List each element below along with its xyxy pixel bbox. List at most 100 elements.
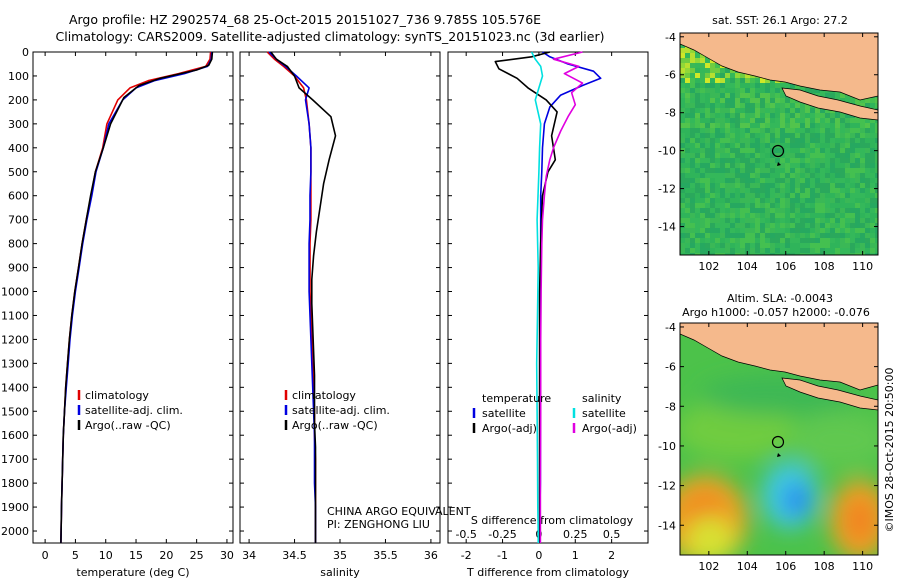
sst-pixel (785, 248, 790, 253)
sst-pixel (860, 133, 865, 138)
sst-pixel (740, 253, 745, 255)
sst-pixel (775, 238, 780, 243)
depth-tick-label: 1200 (1, 333, 29, 346)
sst-pixel (725, 68, 730, 73)
sst-pixel (765, 193, 770, 198)
sst-pixel (720, 138, 725, 143)
salinity-xtick-label: 35 (333, 549, 347, 562)
sst-pixel (715, 128, 720, 133)
sst-pixel (745, 158, 750, 163)
sst-pixel (730, 223, 735, 228)
sst-pixel (690, 223, 695, 228)
sst-pixel (815, 248, 820, 253)
sst-pixel (705, 218, 710, 223)
sst-pixel (700, 243, 705, 248)
sst-pixel (870, 253, 875, 255)
sst-pixel (760, 123, 765, 128)
sst-pixel (710, 193, 715, 198)
sst-pixel (825, 173, 830, 178)
sst-pixel (720, 223, 725, 228)
sst-pixel (765, 138, 770, 143)
sst-pixel (795, 123, 800, 128)
sst-pixel (720, 68, 725, 73)
sst-pixel (765, 128, 770, 133)
sst-pixel (760, 103, 765, 108)
sst-pixel (690, 228, 695, 233)
sst-pixel (845, 188, 850, 193)
sst-pixel (790, 168, 795, 173)
sst-pixel (770, 203, 775, 208)
sst-pixel (820, 243, 825, 248)
sst-pixel (810, 113, 815, 118)
sst-pixel (680, 53, 685, 58)
sst-pixel (815, 128, 820, 133)
difference-profile-panel: -2 -1 0 1 2 T difference from climatology -0.5… (447, 51, 649, 579)
sst-pixel (800, 208, 805, 213)
sst-pixel (825, 178, 830, 183)
sst-pixel (750, 98, 755, 103)
sst-pixel (800, 238, 805, 243)
sst-pixel (750, 213, 755, 218)
sst-pixel (855, 223, 860, 228)
sst-pixel (825, 213, 830, 218)
sst-pixel (810, 233, 815, 238)
sst-pixel (810, 178, 815, 183)
sst-pixel (730, 148, 735, 153)
sst-pixel (730, 218, 735, 223)
sst-pixel (860, 228, 865, 233)
sst-pixel (690, 128, 695, 133)
sst-pixel (795, 193, 800, 198)
sst-pixel (680, 78, 685, 83)
sst-pixel (865, 223, 870, 228)
sst-pixel (690, 188, 695, 193)
sst-pixel (720, 208, 725, 213)
sst-pixel (690, 253, 695, 255)
sst-pixel (685, 198, 690, 203)
sst-pixel (830, 163, 835, 168)
sst-pixel (700, 98, 705, 103)
sst-pixel (790, 123, 795, 128)
sst-pixel (700, 203, 705, 208)
sst-pixel (725, 188, 730, 193)
sst-pixel (840, 148, 845, 153)
sst-map-argo-track (777, 162, 781, 166)
sst-pixel (765, 118, 770, 123)
sst-pixel (860, 183, 865, 188)
sst-pixel (765, 248, 770, 253)
depth-tick-label: 1500 (1, 405, 29, 418)
sst-pixel (735, 178, 740, 183)
sst-pixel (850, 168, 855, 173)
sst-pixel (740, 218, 745, 223)
sst-pixel (745, 148, 750, 153)
sst-pixel (775, 118, 780, 123)
sst-pixel (805, 148, 810, 153)
sst-pixel (680, 178, 685, 183)
sst-pixel (845, 153, 850, 158)
sst-pixel (745, 173, 750, 178)
sst-pixel (850, 218, 855, 223)
sst-pixel (695, 123, 700, 128)
sst-pixel (745, 183, 750, 188)
sst-pixel (720, 163, 725, 168)
sst-pixel (795, 173, 800, 178)
sst-pixel (750, 203, 755, 208)
difference-xtick-label: -1 (497, 549, 508, 562)
sst-pixel (795, 133, 800, 138)
sst-pixel (735, 203, 740, 208)
sst-pixel (870, 203, 875, 208)
sst-pixel (875, 128, 878, 133)
sst-pixel (835, 168, 840, 173)
sst-pixel (840, 158, 845, 163)
sst-pixel (840, 248, 845, 253)
sst-pixel (835, 253, 840, 255)
salinity-xtick-label: 35.5 (373, 549, 398, 562)
temperature-xtick-label: 0 (42, 549, 49, 562)
sst-pixel (840, 233, 845, 238)
sst-pixel (875, 173, 878, 178)
sst-pixel (875, 123, 878, 128)
sst-pixel (865, 253, 870, 255)
salinity-xtick-label: 34.5 (282, 549, 307, 562)
sst-pixel (865, 143, 870, 148)
sst-pixel (730, 248, 735, 253)
sst-pixel (740, 93, 745, 98)
